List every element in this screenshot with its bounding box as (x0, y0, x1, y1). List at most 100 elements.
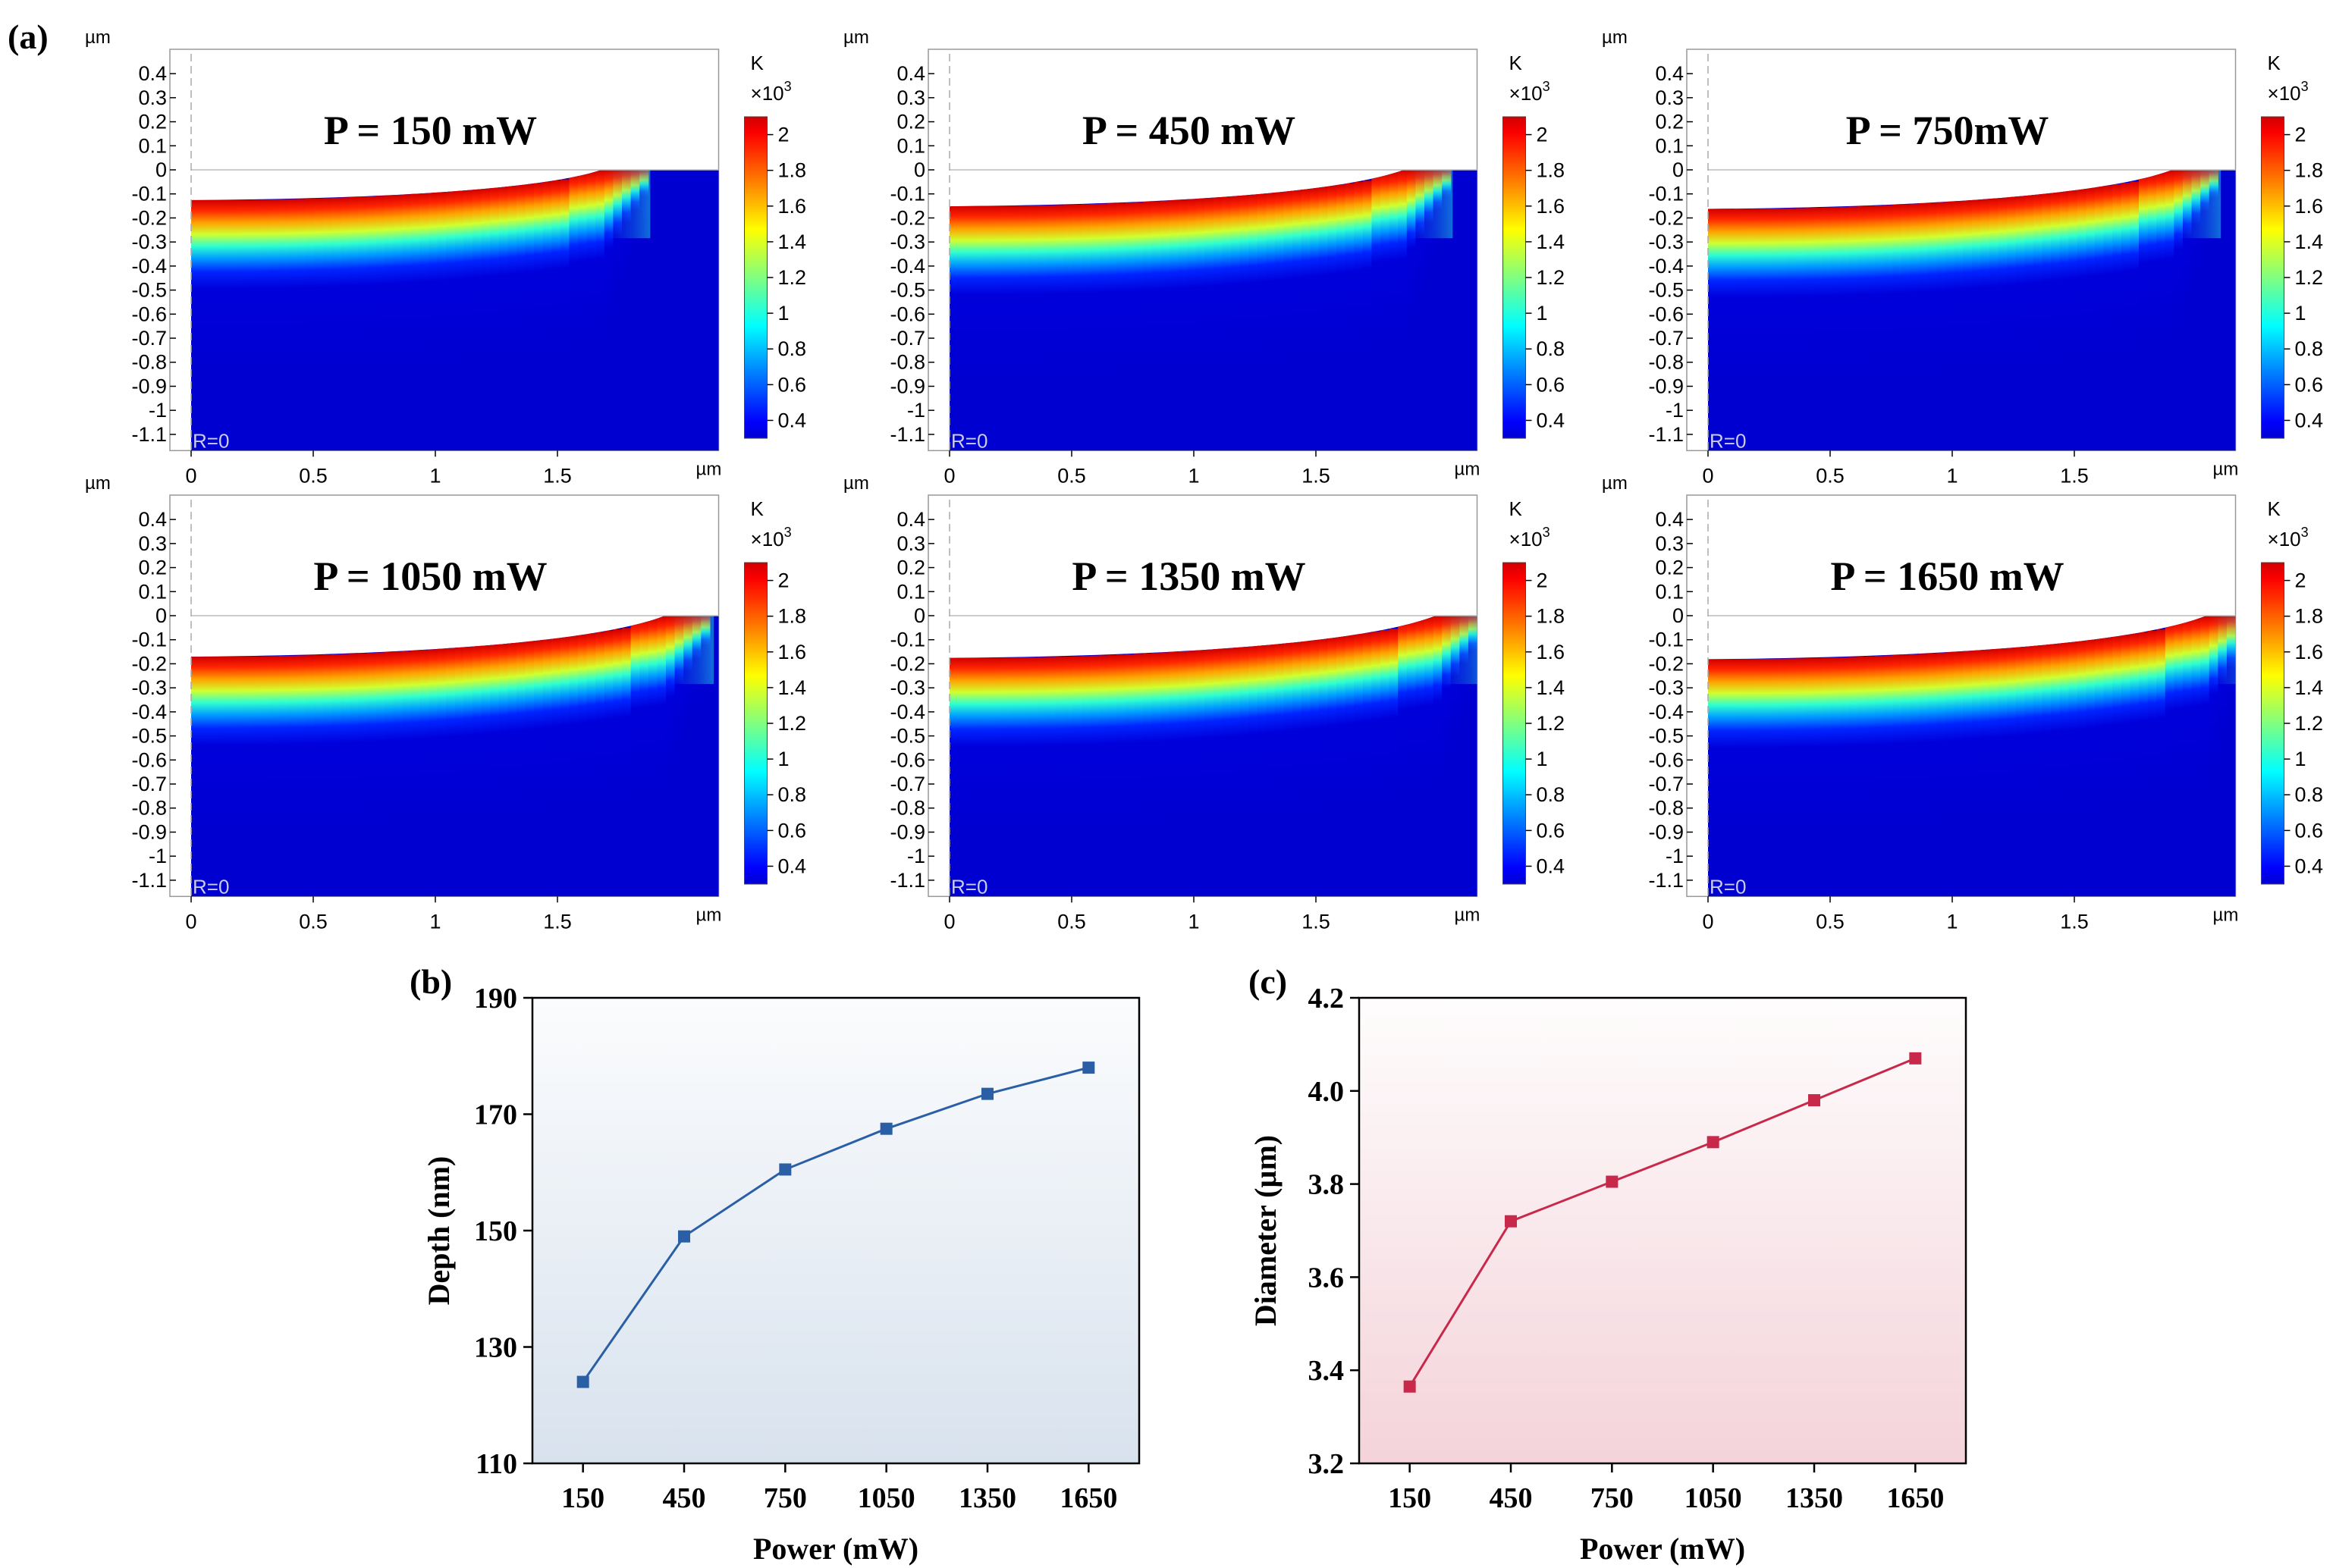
x-tick-label: 1 (1946, 910, 1958, 933)
x-tick-label: 1350 (1785, 1482, 1843, 1514)
x-tick-label: 1.5 (2060, 464, 2089, 487)
colorbar-tick-label: 0.4 (778, 855, 807, 877)
x-tick-label: 1650 (1060, 1482, 1117, 1514)
y-tick-label: 4.0 (1308, 1076, 1345, 1108)
x-tick-label: 1350 (959, 1482, 1016, 1514)
x-tick-label: 0.5 (299, 910, 328, 933)
colorbar-tick-label: 1.8 (1537, 159, 1565, 182)
y-tick-label: -0.8 (890, 351, 925, 374)
y-tick-label: 0.1 (1655, 134, 1684, 157)
y-axis-label: Diameter (µm) (1248, 1135, 1283, 1326)
colorbar-tick-label: 1.8 (778, 605, 807, 628)
colorbar-tick-label: 1.4 (778, 230, 807, 253)
colorbar-unit: K (751, 52, 765, 74)
y-tick-label: -0.5 (890, 279, 925, 302)
colorbar (744, 562, 768, 885)
y-tick-label: -0.7 (890, 327, 925, 350)
x-unit-label: µm (1455, 459, 1480, 479)
y-tick-label: 0 (155, 158, 167, 181)
data-point (1082, 1062, 1095, 1074)
x-tick-label: 0.5 (1816, 464, 1845, 487)
data-point (1606, 1175, 1619, 1188)
colorbar-tick-label: 1.2 (2295, 712, 2324, 735)
colorbar-unit: K (751, 497, 765, 520)
colorbar-tick-label: 0.8 (778, 783, 807, 806)
y-tick-label: -1 (907, 845, 925, 867)
y-tick-label: -0.6 (131, 748, 167, 771)
x-tick-label: 1.5 (543, 464, 572, 487)
y-tick-label: -0.6 (131, 303, 167, 325)
x-tick-label: 0 (944, 464, 955, 487)
y-tick-label: 170 (474, 1099, 517, 1131)
y-tick-label: 0.3 (138, 532, 167, 555)
x-tick-label: 0.5 (299, 464, 328, 487)
colorbar (2261, 116, 2285, 439)
colorbar-tick-label: 0.6 (2295, 373, 2324, 396)
x-tick-label: 1 (429, 464, 441, 487)
colorbar-tick-label: 1.6 (778, 641, 807, 663)
data-point (779, 1163, 792, 1176)
y-tick-label: -0.8 (131, 797, 167, 820)
colorbar-tick-label: 1.2 (1537, 266, 1565, 289)
y-tick-label: -0.5 (131, 725, 167, 748)
y-tick-label: -0.1 (890, 183, 925, 205)
colorbar-tick-label: 1 (778, 302, 790, 325)
y-tick-label: 3.8 (1308, 1169, 1345, 1201)
x-tick-label: 150 (1388, 1482, 1431, 1514)
colorbar-tick-label: 1 (2295, 302, 2306, 325)
colorbar-unit: K (1509, 52, 1523, 74)
data-point (1909, 1052, 1922, 1065)
heatmap-panel: R=0P = 1650 mW0.40.30.20.10-0.1-0.2-0.3-… (1602, 473, 2323, 933)
heatmap-panel: R=0P = 450 mW0.40.30.20.10-0.1-0.2-0.3-0… (843, 27, 1565, 487)
colorbar-multiplier: ×103 (751, 79, 792, 105)
x-axis-label: Power (mW) (753, 1532, 918, 1566)
r-zero-label: R=0 (951, 429, 987, 452)
y-tick-label: -1.1 (1648, 869, 1684, 892)
y-tick-label: -1 (149, 399, 167, 422)
x-tick-label: 150 (561, 1482, 604, 1514)
y-tick-label: 0.2 (138, 557, 167, 579)
y-tick-label: -0.7 (131, 773, 167, 795)
x-tick-label: 1050 (858, 1482, 915, 1514)
heatmap-title: P = 1650 mW (1830, 554, 2064, 599)
y-tick-label: -0.7 (890, 773, 925, 795)
x-tick-label: 450 (1490, 1482, 1533, 1514)
r-zero-label: R=0 (193, 875, 229, 898)
y-tick-label: -1.1 (1648, 423, 1684, 446)
x-tick-label: 1.5 (2060, 910, 2089, 933)
y-tick-label: 0.2 (138, 111, 167, 133)
y-tick-label: -0.7 (131, 327, 167, 350)
y-tick-label: -0.5 (890, 725, 925, 748)
r-zero-label: R=0 (1710, 875, 1746, 898)
x-tick-label: 0 (185, 464, 196, 487)
colorbar-tick-label: 0.4 (778, 409, 807, 431)
y-tick-label: -0.7 (1648, 773, 1684, 795)
panel-label-a: (a) (8, 17, 49, 56)
colorbar-multiplier: ×103 (2268, 525, 2309, 550)
x-axis-label: Power (mW) (1580, 1532, 1745, 1566)
y-tick-label: -0.3 (890, 230, 925, 253)
colorbar-unit: K (2268, 52, 2281, 74)
colorbar-tick-label: 0.6 (1537, 819, 1565, 842)
panel-label-c: (c) (1248, 962, 1287, 1001)
y-tick-label: -0.3 (131, 230, 167, 253)
x-tick-label: 1 (1188, 910, 1199, 933)
y-tick-label: -0.2 (1648, 206, 1684, 229)
y-tick-label: -0.3 (1648, 676, 1684, 699)
y-tick-label: -0.4 (131, 701, 167, 723)
colorbar-unit: K (2268, 497, 2281, 520)
colorbar-tick-label: 2 (2295, 569, 2306, 592)
y-tick-label: 0.1 (896, 134, 925, 157)
y-tick-label: -0.1 (131, 183, 167, 205)
colorbar-tick-label: 1 (2295, 748, 2306, 770)
y-unit-label: µm (85, 473, 111, 494)
y-tick-label: -1.1 (890, 869, 925, 892)
x-tick-label: 1.5 (1301, 464, 1330, 487)
y-tick-label: 0.2 (1655, 111, 1684, 133)
y-tick-label: -0.8 (1648, 351, 1684, 374)
y-tick-label: -0.2 (890, 206, 925, 229)
x-unit-label: µm (2213, 905, 2239, 925)
y-tick-label: 0.3 (1655, 532, 1684, 555)
y-tick-label: 130 (474, 1332, 517, 1364)
y-tick-label: -0.2 (131, 206, 167, 229)
